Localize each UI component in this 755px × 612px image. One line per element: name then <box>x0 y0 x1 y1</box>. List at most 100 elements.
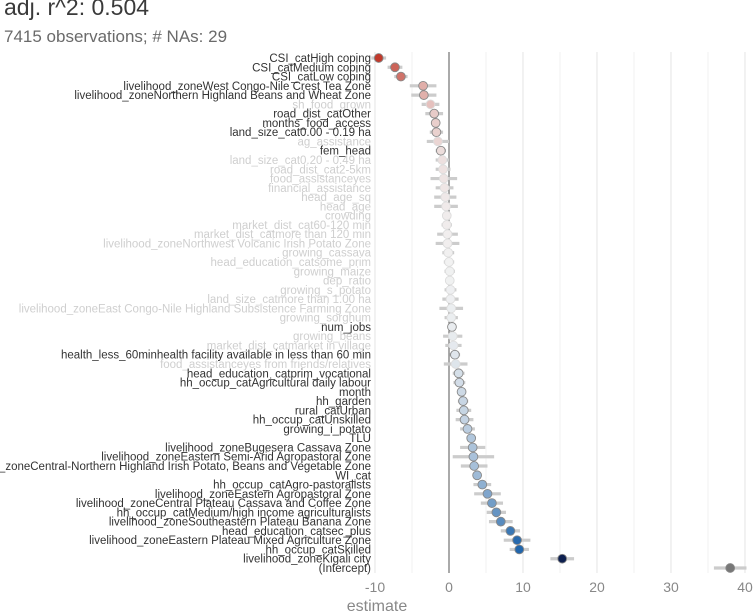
coefficient-point <box>725 563 736 573</box>
coefficient-label: food_assistanceyes from friends/relative… <box>160 359 371 371</box>
coefficient-point <box>447 331 458 342</box>
coefficient-point <box>396 71 406 82</box>
coefficient-point <box>468 451 479 462</box>
coefficient-point <box>438 164 448 175</box>
coefficient-point <box>448 340 459 351</box>
coefficient-point <box>440 192 451 202</box>
coefficient-point <box>469 461 480 471</box>
coefficient-point <box>446 312 457 323</box>
coefficient-point <box>444 275 455 286</box>
coefficient-point <box>373 53 384 63</box>
coefficient-point <box>495 516 506 527</box>
coefficient-label: hh_occup_catMedium/high income agricultu… <box>117 507 372 519</box>
coefficient-point <box>456 386 467 397</box>
coefficient-label: livelihood_zoneNorthwest Volcanic Irish … <box>103 238 371 250</box>
coefficient-point <box>458 396 468 406</box>
coefficient-label: livelihood_zoneEastern Agropastoral Zone <box>155 489 371 501</box>
coefficient-label: hh_occup_catSkilled <box>266 544 372 556</box>
coefficient-label: road_dist_catOther <box>273 109 371 121</box>
coefficient-point <box>390 62 400 73</box>
coefficient-point <box>431 127 442 138</box>
coefficient-label: livelihood_zoneEast Congo-Nile Highland … <box>19 303 371 315</box>
coefficient-label: livelihood_zoneWest Congo-Nile Crest Tea… <box>123 81 371 93</box>
coefficient-label: growing_beans <box>293 331 371 343</box>
x-tick-label: 20 <box>589 579 605 595</box>
coefficient-point <box>418 80 428 91</box>
coefficient-label: head_education_catsome_prim <box>211 257 371 269</box>
coefficient-point <box>458 405 469 416</box>
coefficient-label: head_education_catsec_plus <box>222 526 371 538</box>
coefficient-label: sh_food_grown <box>292 99 371 111</box>
coefficient-label: livelihood_zoneKigali city <box>243 554 371 566</box>
coefficient-label: TLU <box>349 433 371 445</box>
coefficient-point <box>441 220 452 230</box>
coefficient-point <box>454 377 465 388</box>
coefficient-point <box>430 118 441 128</box>
coefficient-label: fem_head <box>320 146 371 158</box>
coefficient-point <box>444 257 454 267</box>
coefficient-label: road_dist_cat2-5km <box>270 164 371 176</box>
coefficient-label: growing_maize <box>294 266 371 278</box>
coefficient-point <box>462 424 473 434</box>
coefficient-point <box>472 470 482 481</box>
coefficient-label: growing_s_potato <box>280 285 371 297</box>
coefficient-label: hh_occup_catAgro-pastoralists <box>213 480 371 492</box>
coefficient-label: num_jobs <box>321 322 371 334</box>
coefficient-label: month <box>339 387 371 399</box>
coefficient-point <box>433 136 443 147</box>
coefficient-point <box>466 433 477 444</box>
coefficient-label: financial_assistance <box>268 183 371 195</box>
coefficient-label: growing_sorghum <box>280 313 371 325</box>
coefficient-point <box>459 414 470 425</box>
coefficient-label: market_dist_cat60-120 min <box>232 220 371 232</box>
coefficient-point <box>446 303 457 314</box>
coefficient-point <box>477 479 488 490</box>
coefficient-point <box>444 266 455 277</box>
coefficient-label: health_less_60minhealth facility availab… <box>61 350 371 362</box>
coefficient-label: rural_catUrban <box>295 405 371 417</box>
coefficient-point <box>425 99 436 110</box>
coefficient-point <box>557 553 568 564</box>
x-tick-label: 0 <box>445 579 453 595</box>
coefficient-label: market_dist_catmarket in village <box>207 340 371 352</box>
coefficient-label: land_size_cat0.20 - 0.49 ha <box>230 155 372 167</box>
coefficient-point <box>447 322 457 332</box>
coefficient-label: (Intercept) <box>319 563 372 575</box>
coefficient-point <box>443 247 454 258</box>
coefficient-point <box>514 544 525 555</box>
coefficient-label: land_size_catmore than 1.00 ha <box>207 294 371 306</box>
coefficient-point <box>453 368 464 379</box>
coefficient-point <box>429 108 440 119</box>
coefficient-label: livelihood_zoneNorthern Highland Beans a… <box>74 90 371 102</box>
coefficient-label: hh_occup_catUnskilled <box>253 415 371 427</box>
coefficient-label: land_size_cat0.00 - 0.19 ha <box>230 127 372 139</box>
coefficient-label: head_age <box>320 201 371 213</box>
coefficient-point <box>450 349 460 360</box>
coefficient-point <box>445 294 456 304</box>
coefficient-label: CSI_catLow coping <box>272 72 371 84</box>
x-tick-label: 40 <box>737 579 753 595</box>
coefficient-label: livelihood_zoneCentral-Northern Highland… <box>0 461 371 473</box>
coefficient-point <box>418 90 429 100</box>
coefficient-label: head_age_sq <box>301 192 371 204</box>
x-tick-label: -10 <box>365 579 385 595</box>
coefficient-label: CSI_catMedium coping <box>252 62 371 74</box>
coefficient-point <box>445 284 456 295</box>
coefficient-label: hh_occup_catAgricultural daily labour <box>180 378 371 390</box>
coefficient-label: ag_assistance <box>297 136 371 148</box>
coefficient-label: livelihood_zoneBugesera Cassava Zone <box>165 442 371 454</box>
x-tick-label: 10 <box>515 579 531 595</box>
coefficient-point <box>437 155 448 165</box>
coefficient-point <box>442 229 453 240</box>
x-tick-label: 30 <box>663 579 679 595</box>
coefficient-label: CSI_catHigh coping <box>269 53 371 65</box>
coefficient-label: head_education_catprim_vocational <box>187 368 371 380</box>
coefficient-point <box>441 201 451 212</box>
chart-subtitle: 7415 observations; # NAs: 29 <box>4 27 228 46</box>
coefficient-label: months_food_access <box>262 118 371 130</box>
coefficient-label: dep_ratio <box>323 276 371 288</box>
coefficient-point <box>505 526 516 536</box>
chart-title: adj. r^2: 0.504 <box>4 0 150 20</box>
coefficient-label: livelihood_zoneEastern Plateau Mixed Agr… <box>89 535 371 547</box>
